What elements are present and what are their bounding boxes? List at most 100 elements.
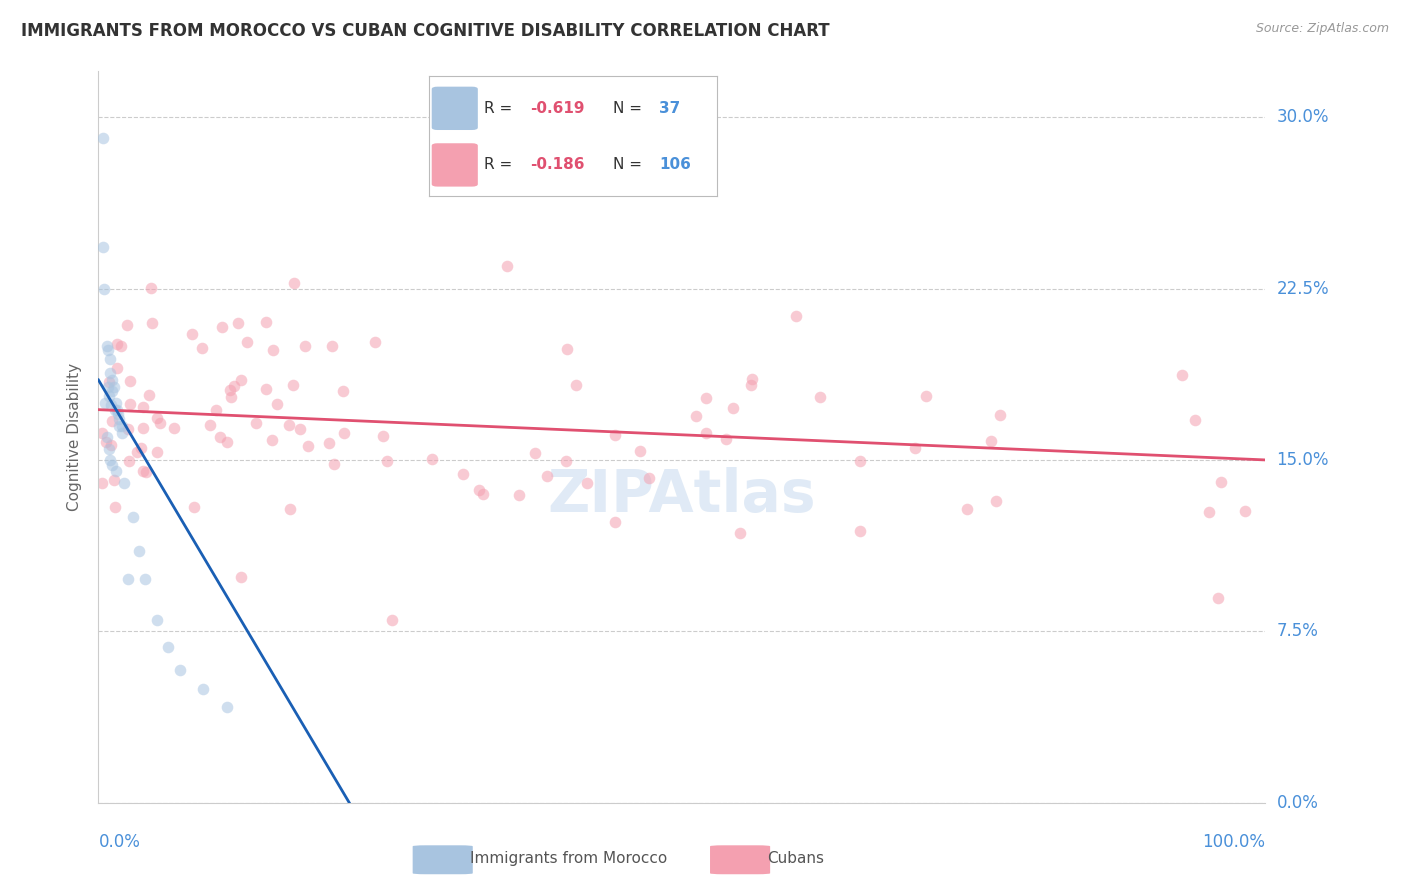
Point <box>603 428 626 442</box>
Point <box>101 373 124 387</box>
Y-axis label: Cognitive Disability: Cognitive Disability <box>67 363 83 511</box>
Point <box>103 473 125 487</box>
Point <box>205 403 228 417</box>
Point <box>103 380 125 394</box>
Point <box>323 457 346 471</box>
Point <box>94 435 117 450</box>
Point <box>685 409 707 424</box>
Point <box>283 277 305 291</box>
Point <box>104 500 127 515</box>
Point <box>564 378 586 392</box>
Point <box>266 397 288 411</box>
Point <box>138 388 160 402</box>
Text: Immigrants from Morocco: Immigrants from Morocco <box>470 851 666 866</box>
Point <box>117 422 139 436</box>
Point <box>496 259 519 273</box>
Point <box>97 380 120 394</box>
Point <box>915 389 938 403</box>
Text: Source: ZipAtlas.com: Source: ZipAtlas.com <box>1256 22 1389 36</box>
Point <box>555 342 578 356</box>
Point <box>297 439 319 453</box>
Point <box>420 452 443 467</box>
Point <box>254 314 277 328</box>
Point <box>740 378 762 392</box>
Text: 0.0%: 0.0% <box>98 833 141 851</box>
Text: R =: R = <box>484 157 512 172</box>
Point <box>523 446 546 460</box>
Point <box>98 375 121 389</box>
Point <box>332 426 354 441</box>
Point <box>211 319 233 334</box>
Point <box>101 384 124 399</box>
FancyBboxPatch shape <box>413 846 472 874</box>
Point <box>849 524 872 538</box>
Point <box>180 327 202 342</box>
Point <box>122 510 145 524</box>
Point <box>283 377 305 392</box>
Point <box>146 613 169 627</box>
Point <box>231 570 253 584</box>
Point <box>605 515 627 529</box>
Text: N =: N = <box>613 101 643 116</box>
Point <box>115 318 138 332</box>
Text: N =: N = <box>613 157 643 172</box>
Point <box>169 663 191 677</box>
Point <box>134 572 156 586</box>
Point <box>1206 591 1229 606</box>
Point <box>714 432 737 446</box>
Point <box>94 396 117 410</box>
Point <box>984 494 1007 508</box>
Point <box>193 681 215 696</box>
FancyBboxPatch shape <box>432 87 478 130</box>
Point <box>100 438 122 452</box>
Point <box>229 373 252 387</box>
Point <box>638 471 661 485</box>
Point <box>373 429 395 443</box>
Point <box>98 453 121 467</box>
Point <box>163 420 186 434</box>
Point <box>219 383 242 397</box>
Text: 0.0%: 0.0% <box>1277 794 1319 812</box>
Point <box>980 434 1002 449</box>
Point <box>219 390 242 404</box>
Point <box>97 442 120 456</box>
Point <box>555 454 578 468</box>
Point <box>183 500 205 514</box>
Point <box>90 476 112 491</box>
Point <box>96 430 118 444</box>
Point <box>157 640 180 655</box>
Text: -0.186: -0.186 <box>530 157 585 172</box>
Point <box>104 402 127 417</box>
Point <box>91 425 114 440</box>
Point <box>97 343 120 358</box>
Point <box>721 401 744 415</box>
Point <box>808 390 831 404</box>
Point <box>245 416 267 430</box>
Point <box>91 240 114 254</box>
Text: ZIPAtlas: ZIPAtlas <box>547 467 817 524</box>
Point <box>741 372 763 386</box>
Point <box>191 341 214 355</box>
Point <box>472 486 495 500</box>
Point <box>508 488 530 502</box>
Point <box>262 433 284 447</box>
Point <box>118 396 141 410</box>
Point <box>215 699 238 714</box>
Point <box>730 526 752 541</box>
Text: 37: 37 <box>659 101 681 116</box>
Text: 7.5%: 7.5% <box>1277 623 1319 640</box>
Point <box>105 361 128 376</box>
Point <box>101 458 124 472</box>
Point <box>318 436 340 450</box>
Point <box>110 339 132 353</box>
Point <box>91 130 114 145</box>
Point <box>956 502 979 516</box>
Point <box>278 418 301 433</box>
Point <box>695 425 717 440</box>
Point <box>135 465 157 479</box>
Point <box>290 421 312 435</box>
Point <box>294 339 316 353</box>
Point <box>93 281 115 295</box>
Point <box>1184 413 1206 427</box>
Point <box>468 483 491 497</box>
